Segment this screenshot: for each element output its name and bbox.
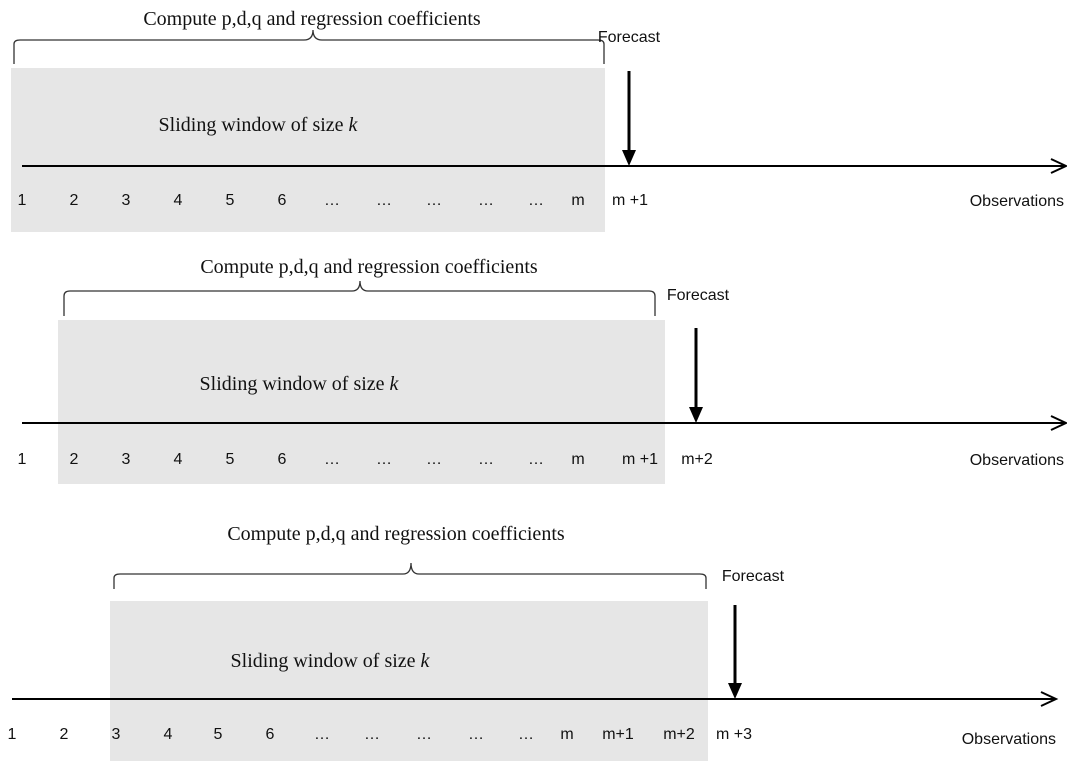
- sliding-window-box: [58, 320, 665, 484]
- tick-label: 2: [70, 192, 79, 209]
- window-label-prefix: Sliding window of size: [159, 114, 349, 136]
- tick-label: 5: [226, 192, 235, 209]
- tick-label: m+2: [663, 726, 695, 743]
- axis-arrowhead: [1040, 691, 1059, 707]
- forecast-label: Forecast: [722, 568, 785, 585]
- axis-label: Observations: [970, 452, 1064, 469]
- compute-label: Compute p,d,q and regression coefficient…: [227, 523, 565, 545]
- window-label: Sliding window of size k: [200, 373, 400, 395]
- panel-3: Compute p,d,q and regression coefficient…: [8, 523, 1059, 761]
- tick-label: …: [416, 726, 432, 743]
- tick-label: 3: [122, 192, 131, 209]
- tick-label: …: [478, 192, 494, 209]
- forecast-label: Forecast: [598, 29, 661, 46]
- window-size-variable: k: [421, 650, 431, 672]
- tick-label: …: [468, 726, 484, 743]
- tick-label: …: [376, 192, 392, 209]
- tick-label: …: [324, 451, 340, 468]
- compute-brace: [63, 280, 656, 316]
- tick-label: …: [324, 192, 340, 209]
- axis-label: Observations: [970, 193, 1064, 210]
- tick-label: 4: [164, 726, 173, 743]
- forecast-label: Forecast: [667, 287, 730, 304]
- tick-label: …: [528, 192, 544, 209]
- tick-label: 3: [122, 451, 131, 468]
- tick-label: …: [518, 726, 534, 743]
- compute-brace: [13, 29, 605, 64]
- window-label-prefix: Sliding window of size: [200, 373, 390, 395]
- tick-label: 6: [266, 726, 275, 743]
- compute-brace: [113, 562, 707, 589]
- panel-1: Compute p,d,q and regression coefficient…: [11, 8, 1067, 232]
- tick-label: …: [478, 451, 494, 468]
- compute-label: Compute p,d,q and regression coefficient…: [200, 256, 538, 278]
- tick-label: 2: [70, 451, 79, 468]
- tick-label: 6: [278, 192, 287, 209]
- tick-label: …: [376, 451, 392, 468]
- tick-label: 1: [8, 726, 17, 743]
- forecast-arrowhead: [689, 407, 703, 423]
- forecast-arrowhead: [728, 683, 742, 699]
- tick-label: m +3: [716, 726, 752, 743]
- window-label: Sliding window of size k: [159, 114, 359, 136]
- window-size-variable: k: [390, 373, 400, 395]
- window-label-prefix: Sliding window of size: [231, 650, 421, 672]
- tick-label: …: [314, 726, 330, 743]
- sliding-window-box: [11, 68, 605, 232]
- tick-label: 5: [214, 726, 223, 743]
- tick-label: 2: [60, 726, 69, 743]
- tick-label: 6: [278, 451, 287, 468]
- forecast-arrowhead: [622, 150, 636, 166]
- tick-label: 4: [174, 451, 183, 468]
- tick-label: m +1: [622, 451, 658, 468]
- axis-label: Observations: [962, 731, 1056, 748]
- tick-label: m+1: [602, 726, 634, 743]
- tick-label: 1: [18, 192, 27, 209]
- panel-2: Compute p,d,q and regression coefficient…: [18, 256, 1067, 484]
- axis-arrowhead: [1050, 415, 1067, 431]
- tick-label: 3: [112, 726, 121, 743]
- tick-label: …: [364, 726, 380, 743]
- tick-label: 5: [226, 451, 235, 468]
- tick-label: …: [426, 192, 442, 209]
- tick-label: m: [571, 451, 584, 468]
- tick-label: 4: [174, 192, 183, 209]
- tick-label: …: [426, 451, 442, 468]
- tick-label: m: [571, 192, 584, 209]
- tick-label: m +1: [612, 192, 648, 209]
- axis-arrowhead: [1050, 158, 1067, 174]
- tick-label: …: [528, 451, 544, 468]
- sliding-window-box: [110, 601, 708, 761]
- tick-label: m: [560, 726, 573, 743]
- tick-label: 1: [18, 451, 27, 468]
- compute-label: Compute p,d,q and regression coefficient…: [143, 8, 481, 30]
- window-size-variable: k: [349, 114, 359, 136]
- tick-label: m+2: [681, 451, 713, 468]
- window-label: Sliding window of size k: [231, 650, 431, 672]
